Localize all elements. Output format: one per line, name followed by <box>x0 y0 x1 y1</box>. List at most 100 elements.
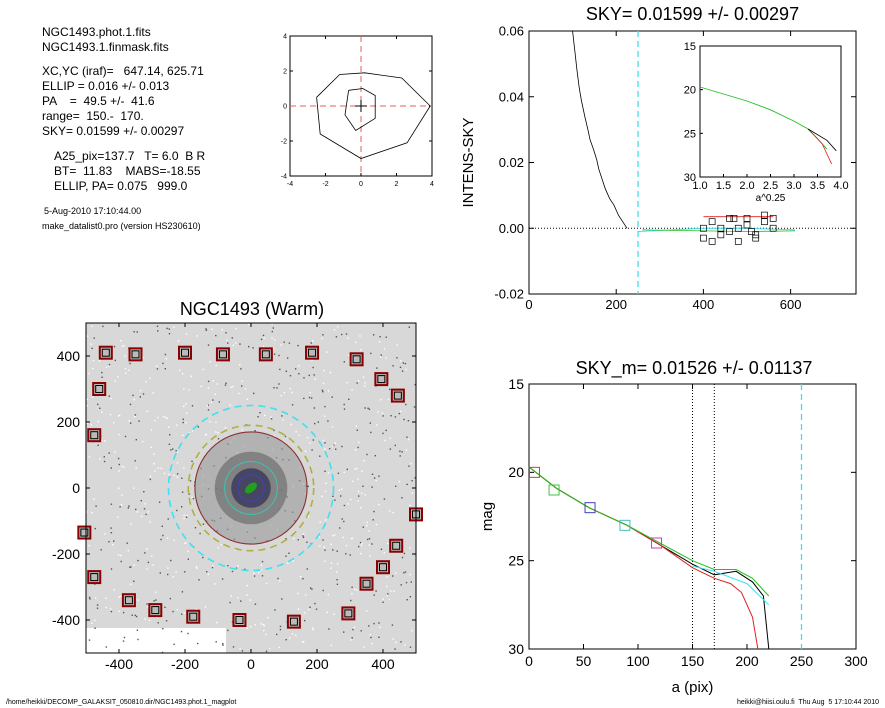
noise-speck <box>297 344 299 347</box>
noise-speck <box>380 356 382 358</box>
mask-square <box>286 614 301 629</box>
noise-speck <box>309 391 311 394</box>
noise-speck <box>224 384 227 386</box>
noise-speck <box>182 421 184 424</box>
mask-square-inner <box>181 348 189 357</box>
noise-speck <box>246 584 248 587</box>
noise-speck <box>96 607 99 609</box>
noise-speck <box>407 420 410 422</box>
noise-speck <box>324 470 326 472</box>
noise-speck <box>133 487 135 489</box>
noise-speck <box>182 418 184 420</box>
noise-speck <box>382 415 384 417</box>
noise-speck <box>385 336 387 338</box>
file-name-phot: NGC1493.phot.1.fits <box>42 25 151 39</box>
noise-speck <box>195 566 198 568</box>
noise-speck <box>332 495 334 497</box>
noise-speck <box>368 544 370 546</box>
noise-speck <box>244 568 246 570</box>
mask-square <box>87 570 102 585</box>
noise-speck <box>272 347 274 350</box>
noise-speck <box>212 399 214 401</box>
noise-speck <box>289 387 291 390</box>
noise-speck <box>354 588 356 591</box>
noise-speck <box>267 616 269 619</box>
noise-speck <box>383 498 386 500</box>
noise-speck <box>172 448 174 450</box>
noise-speck <box>91 622 93 624</box>
noise-speck <box>367 538 369 541</box>
noise-speck <box>258 572 260 574</box>
noise-speck <box>404 362 407 365</box>
noise-speck <box>260 338 263 341</box>
noise-speck <box>302 641 304 643</box>
noise-speck <box>129 583 132 585</box>
noise-speck <box>207 380 210 383</box>
noise-speck <box>119 506 121 508</box>
inset-y-tick-label: 25 <box>684 128 696 140</box>
noise-speck <box>321 337 323 340</box>
noise-speck <box>336 583 339 585</box>
noise-speck <box>307 608 310 611</box>
noise-speck <box>172 610 174 613</box>
noise-speck <box>346 468 348 471</box>
noise-speck <box>371 642 373 645</box>
noise-speck <box>324 549 326 551</box>
noise-speck <box>409 547 411 549</box>
noise-speck <box>286 357 289 359</box>
noise-speck <box>148 619 151 621</box>
noise-speck <box>176 609 179 611</box>
noise-speck <box>302 535 304 537</box>
noise-speck <box>328 448 331 450</box>
noise-speck <box>313 374 315 376</box>
noise-speck <box>185 333 188 335</box>
noise-speck <box>362 376 365 378</box>
noise-speck <box>382 432 384 435</box>
noise-speck <box>333 613 335 615</box>
noise-speck <box>164 353 167 356</box>
noise-speck <box>314 422 316 425</box>
noise-speck <box>183 517 185 520</box>
sky-square-marker <box>761 218 768 226</box>
noise-speck <box>369 422 371 424</box>
noise-speck <box>91 325 93 328</box>
noise-speck <box>181 491 184 493</box>
mag-series-line <box>528 466 770 597</box>
noise-speck <box>310 342 312 344</box>
noise-speck <box>285 639 287 641</box>
noise-speck <box>398 412 401 415</box>
noise-speck <box>303 397 305 400</box>
noise-speck <box>158 501 161 503</box>
noise-speck <box>401 497 403 499</box>
noise-speck <box>176 509 178 512</box>
noise-speck <box>196 335 198 337</box>
noise-speck <box>341 488 343 490</box>
noise-speck <box>260 569 262 571</box>
mag-marker <box>619 519 631 531</box>
mask-square-inner <box>352 355 361 364</box>
noise-speck <box>270 418 273 420</box>
noise-speck <box>99 458 101 460</box>
noise-speck <box>207 573 209 575</box>
param-range: range= 150.- 170. <box>42 109 144 123</box>
noise-speck <box>167 518 169 520</box>
noise-speck <box>167 426 170 428</box>
noise-speck <box>283 341 285 343</box>
noise-speck <box>368 625 370 627</box>
noise-speck <box>207 404 209 406</box>
noise-speck <box>169 597 172 600</box>
noise-speck <box>187 558 189 560</box>
inset-x-tick-label: 1.5 <box>716 180 731 192</box>
noise-speck <box>140 515 143 518</box>
noise-speck <box>235 342 237 344</box>
mask-square-inner <box>377 375 386 384</box>
sky-square-marker <box>743 215 751 222</box>
noise-speck <box>414 477 416 479</box>
noise-speck <box>88 544 90 547</box>
sky-square-marker <box>769 215 777 222</box>
noise-speck <box>150 429 153 431</box>
noise-speck <box>139 396 141 398</box>
noise-speck <box>357 380 360 382</box>
noise-speck <box>232 385 234 388</box>
